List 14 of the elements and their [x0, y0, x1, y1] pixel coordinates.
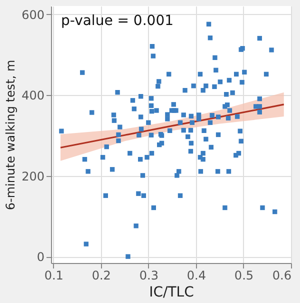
x-tick-label: 0.6	[272, 268, 292, 282]
y-tick-label: 600	[22, 8, 44, 22]
annotation: p-value = 0.001	[61, 13, 174, 29]
y-axis-title: 6-minute walking test, m	[4, 60, 18, 210]
x-tick-label: 0.3	[139, 268, 158, 282]
x-tick-label: 0.1	[44, 268, 64, 282]
x-axis-title: IC/TLC	[149, 284, 194, 300]
y-tick-label: 400	[22, 88, 44, 103]
y-tick-label: 200	[22, 169, 44, 184]
line-series	[60, 104, 285, 148]
x-tick-label: 0.2	[92, 268, 111, 282]
x-tick-label: 0.5	[234, 268, 254, 282]
y-tick-label: 0	[36, 250, 44, 264]
x-tick-label: 0.4	[186, 268, 206, 282]
